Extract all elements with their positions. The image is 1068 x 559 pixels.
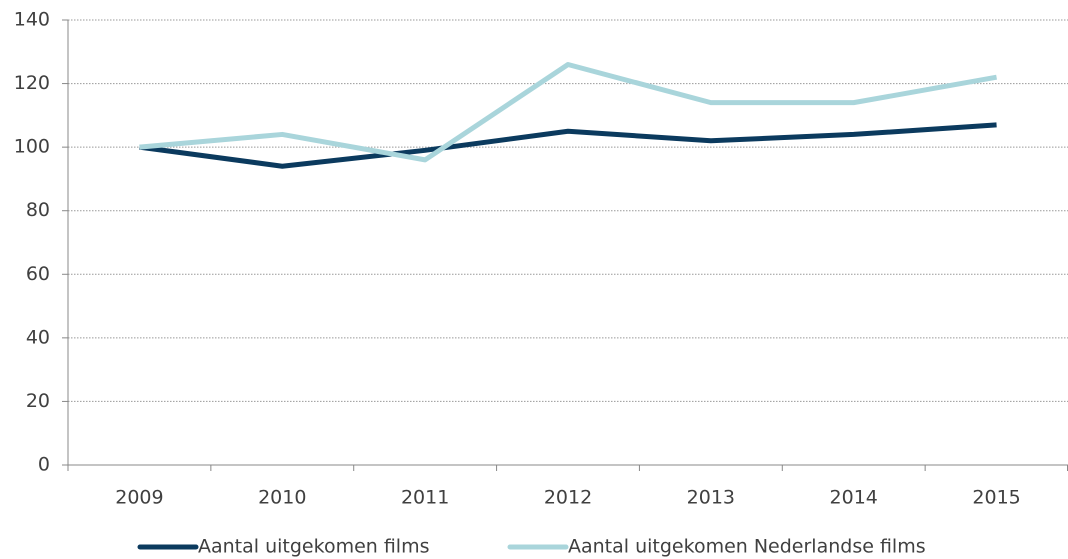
y-tick-label: 120 [14, 72, 50, 94]
y-tick-label: 40 [26, 326, 50, 348]
x-tick-label: 2014 [830, 487, 878, 509]
series-line [139, 62, 998, 163]
x-tick-label: 2013 [687, 487, 735, 509]
x-tick-label: 2011 [401, 487, 449, 509]
series-line [139, 122, 997, 169]
x-tick-label: 2012 [544, 487, 592, 509]
x-tick-label: 2009 [115, 487, 163, 509]
y-tick-label: 20 [26, 390, 50, 412]
y-tick-label: 60 [26, 263, 50, 285]
y-tick-label: 100 [14, 136, 50, 158]
legend-label: Aantal uitgekomen Nederlandse films [568, 536, 926, 558]
y-tick-label: 0 [38, 454, 50, 476]
legend-label: Aantal uitgekomen films [198, 536, 430, 558]
y-tick-label: 80 [26, 199, 50, 221]
x-tick-label: 2015 [972, 487, 1020, 509]
y-tick-label: 140 [14, 9, 50, 31]
x-tick-label: 2010 [258, 487, 306, 509]
